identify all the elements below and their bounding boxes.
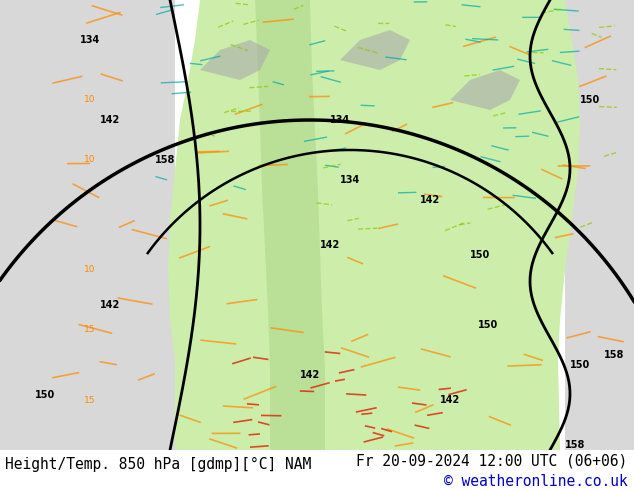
Polygon shape: [450, 70, 520, 110]
Polygon shape: [340, 30, 410, 70]
Text: 142: 142: [100, 115, 120, 125]
Text: 10: 10: [84, 266, 96, 274]
Bar: [565, 0, 634, 450]
Text: 142: 142: [300, 370, 320, 380]
Polygon shape: [168, 0, 580, 450]
Text: 134: 134: [80, 35, 100, 45]
Text: 142: 142: [320, 240, 340, 250]
Text: 142: 142: [420, 195, 440, 205]
Text: 150: 150: [35, 390, 55, 400]
Text: 134: 134: [340, 175, 360, 185]
Text: 142: 142: [440, 395, 460, 405]
Text: 15: 15: [84, 325, 96, 335]
Text: 150: 150: [470, 250, 490, 260]
Text: © weatheronline.co.uk: © weatheronline.co.uk: [444, 474, 628, 489]
Text: 15: 15: [84, 395, 96, 405]
Polygon shape: [200, 40, 270, 80]
Text: 10: 10: [84, 96, 96, 104]
Polygon shape: [255, 0, 325, 450]
Text: 150: 150: [580, 95, 600, 105]
Bar: [0, 0, 175, 450]
Text: 142: 142: [100, 300, 120, 310]
Text: 150: 150: [478, 320, 498, 330]
Text: 150: 150: [570, 360, 590, 370]
Text: 158: 158: [604, 350, 624, 360]
Text: 158: 158: [565, 440, 585, 450]
Text: Fr 20-09-2024 12:00 UTC (06+06): Fr 20-09-2024 12:00 UTC (06+06): [356, 454, 628, 469]
Text: 158: 158: [155, 155, 175, 165]
Text: 134: 134: [330, 115, 350, 125]
Text: Height/Temp. 850 hPa [gdmp][°C] NAM: Height/Temp. 850 hPa [gdmp][°C] NAM: [5, 457, 311, 471]
Text: 10: 10: [84, 155, 96, 165]
